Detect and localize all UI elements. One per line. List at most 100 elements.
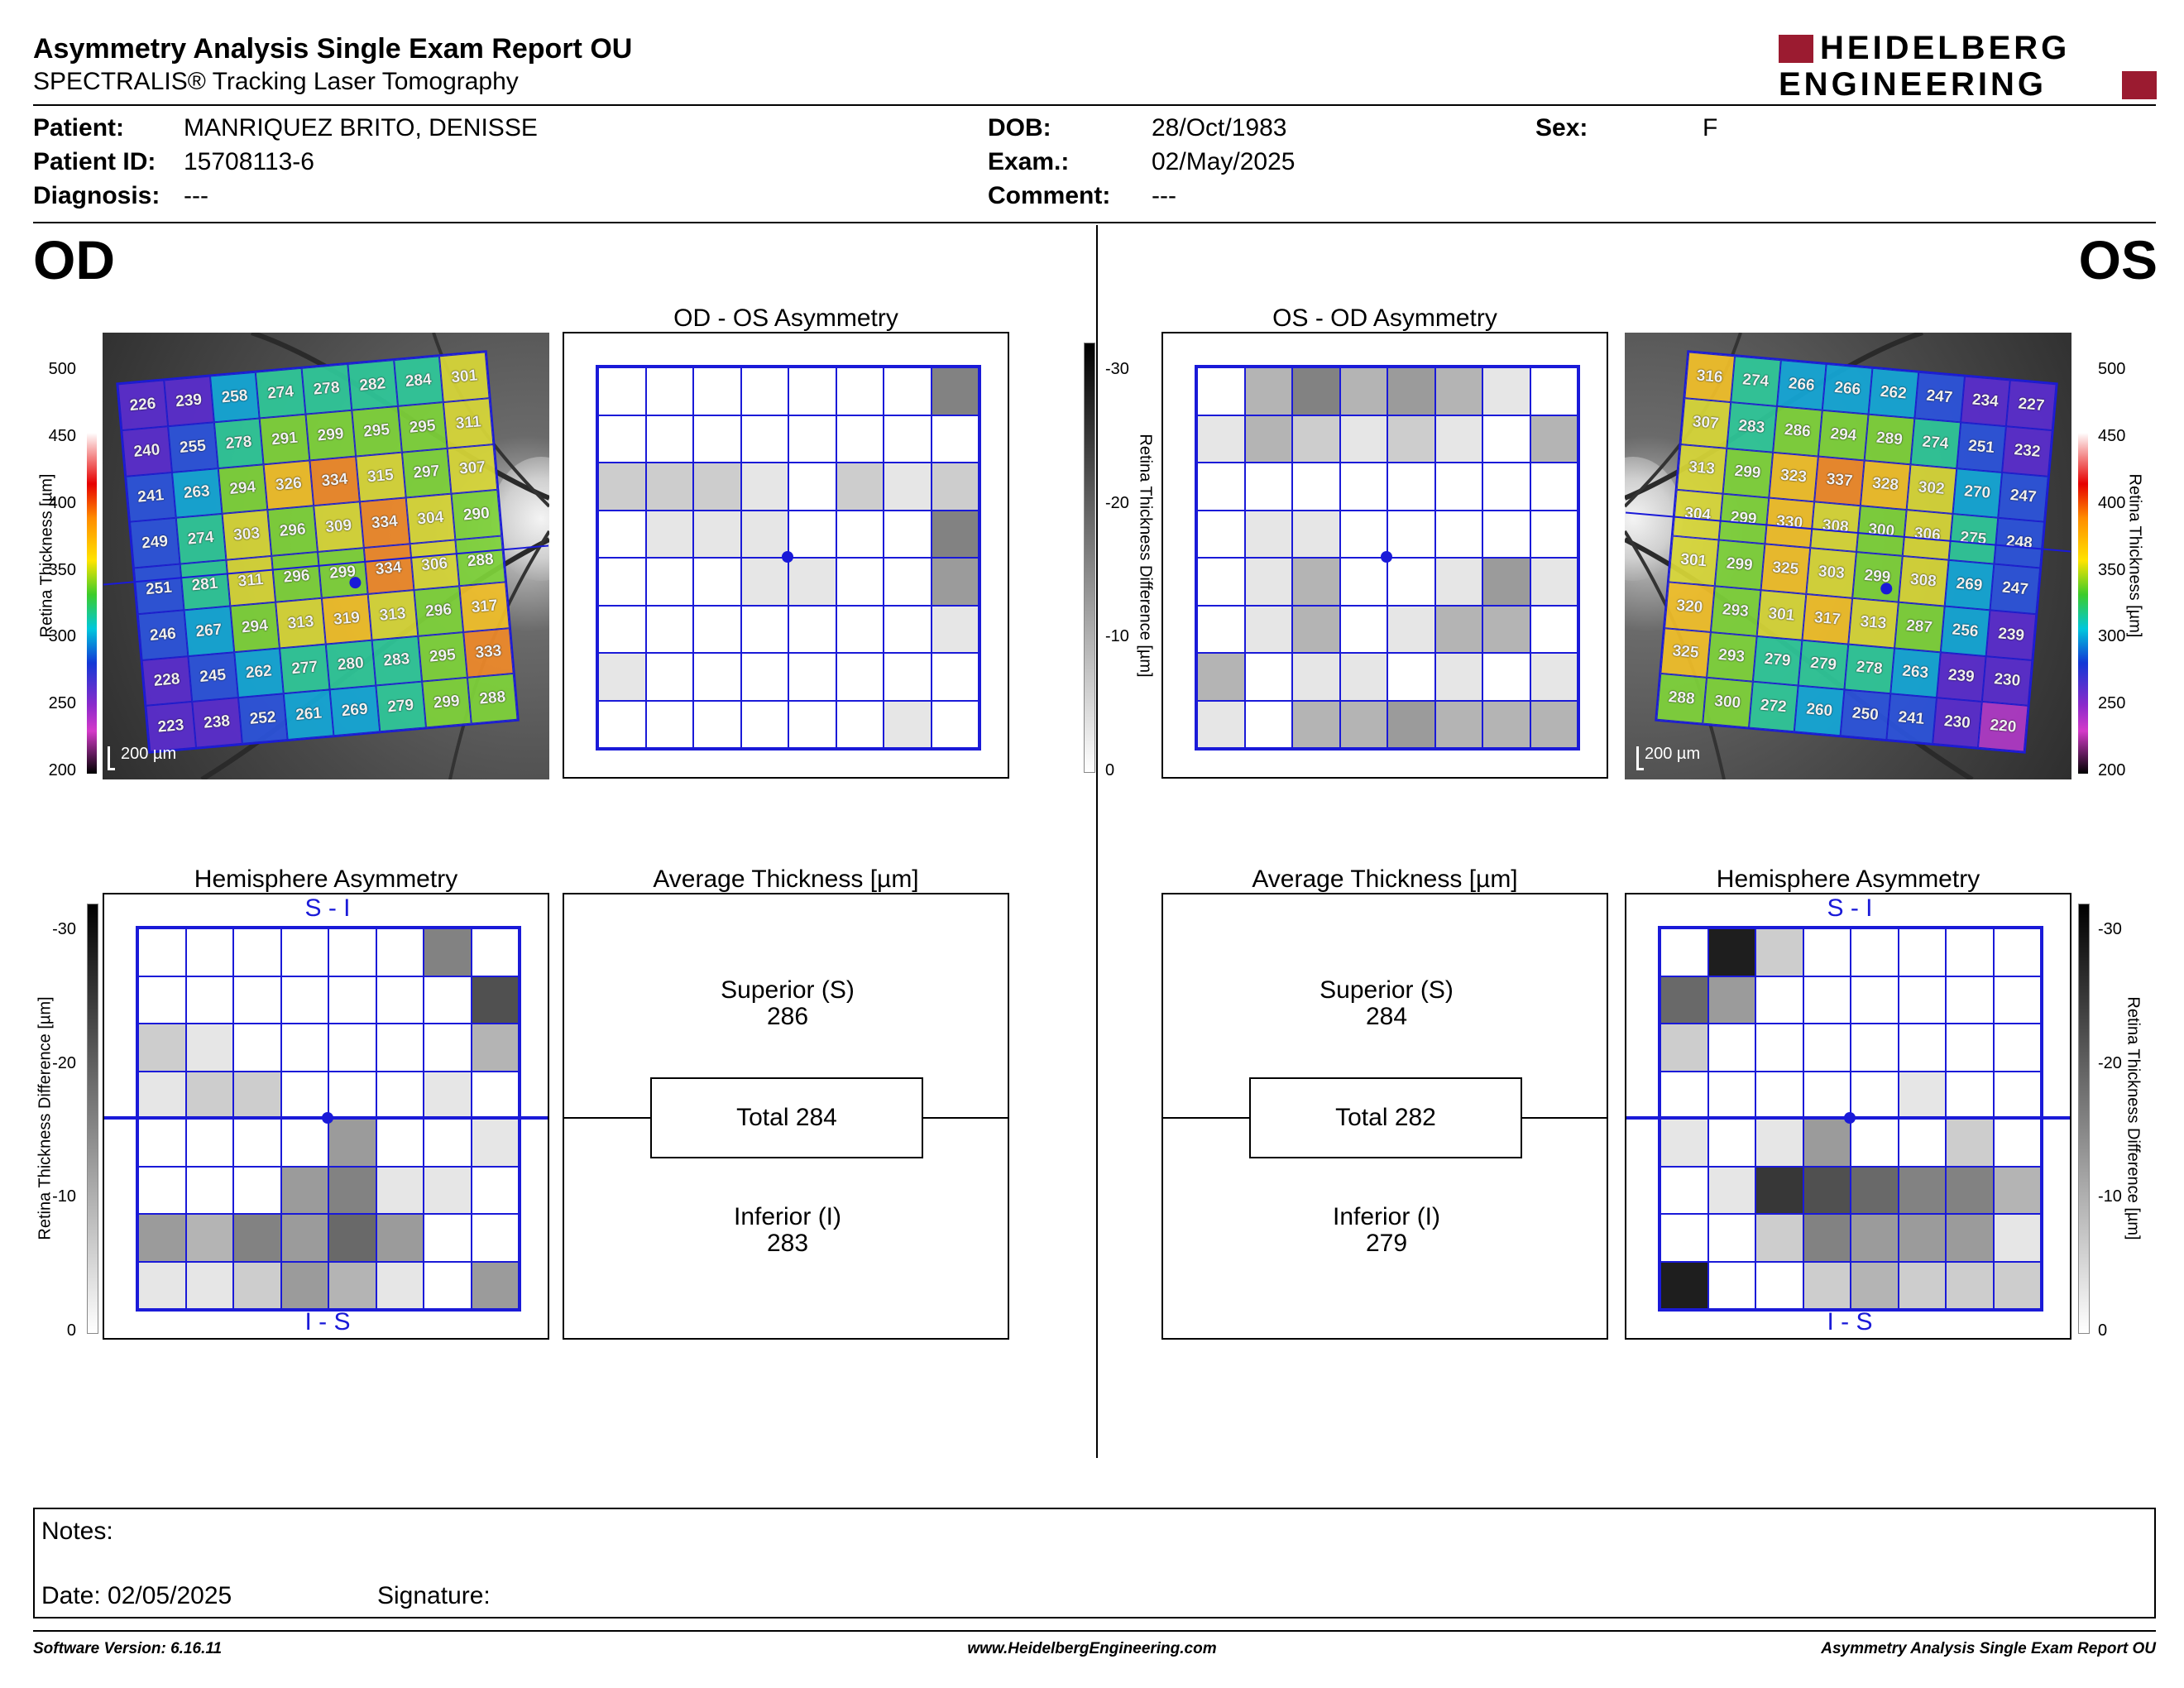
od-asymmetry-cell [931, 605, 979, 653]
os-thickness-cell: 247 [1998, 472, 2048, 522]
od-thickness-cell: 288 [467, 674, 518, 724]
od-asymmetry-cell [931, 367, 979, 415]
od-asymmetry-cell [645, 367, 693, 415]
od-hemisphere-cell [138, 1024, 186, 1072]
od-asymmetry-cell [693, 558, 741, 606]
os-scale-label: 200 µm [1645, 745, 1701, 763]
od-scale-label: 200 µm [121, 745, 177, 763]
header-rule [33, 104, 2156, 106]
od-superior-label: Superior (S) [721, 976, 855, 1004]
od-thickness-cell: 261 [284, 689, 334, 741]
os-thickness-cell: 316 [1684, 352, 1735, 402]
os-asymmetry-cell [1387, 558, 1435, 606]
od-thickness-cell: 284 [393, 356, 444, 406]
od-thickness-cell: 299 [305, 410, 356, 460]
os-asymmetry-cell [1244, 605, 1292, 653]
od-hemi-colorbar [87, 904, 98, 1334]
od-thickness-axis-label: Retina Thickness [µm] [37, 473, 56, 638]
od-thickness-cell: 294 [218, 463, 268, 515]
os-hemisphere-cell [1755, 1166, 1803, 1214]
od-diff-tick: -10 [52, 1187, 76, 1206]
os-total-box: Total 282 [1249, 1077, 1522, 1158]
os-asymmetry-cell [1292, 367, 1340, 415]
od-thickness-cell: 334 [363, 544, 414, 594]
os-hemisphere-cell [1898, 1119, 1946, 1167]
od-thickness-cell: 296 [271, 552, 322, 602]
od-asymmetry-cell [740, 463, 788, 511]
comment-label: Comment: [988, 182, 1111, 209]
os-thickness-cell: 230 [1932, 698, 1983, 748]
od-thickness-tick: 300 [48, 627, 76, 646]
os-asymmetry-cell [1244, 463, 1292, 511]
os-asymmetry-cell [1339, 510, 1387, 558]
os-thickness-cell: 286 [1772, 405, 1823, 457]
od-asymmetry-cell [645, 415, 693, 463]
os-hemisphere-cell [1946, 1024, 1994, 1072]
od-thickness-cell: 274 [175, 514, 226, 564]
od-hemisphere-cell [233, 928, 281, 976]
exam-label: Exam.: [988, 148, 1070, 175]
os-hemisphere-cell [1803, 1166, 1851, 1214]
od-hemisphere-cell [138, 1119, 186, 1167]
os-thickness-cell: 313 [1848, 597, 1899, 648]
exam-value: 02/May/2025 [1152, 148, 1296, 175]
od-thickness-cell: 240 [122, 425, 172, 477]
od-superior-value: 286 [766, 1003, 809, 1030]
footer-version: Software Version: 6.16.11 [33, 1640, 223, 1657]
od-asymmetry-cell [836, 653, 884, 701]
os-asymmetry-cell [1197, 510, 1245, 558]
od-average-panel: Superior (S) 286 Total 284 Inferior (I) … [563, 893, 1009, 1340]
os-asymmetry-cell [1482, 415, 1530, 463]
od-thickness-cell: 307 [447, 444, 498, 494]
od-scale-marker [108, 746, 115, 770]
os-asymmetry-cell [1482, 510, 1530, 558]
od-hemisphere-cell [233, 1166, 281, 1214]
od-asymmetry-cell [884, 605, 932, 653]
os-asymmetry-cell [1530, 558, 1578, 606]
os-thickness-cell: 299 [1714, 539, 1765, 590]
od-asymmetry-cell [693, 463, 741, 511]
od-asymmetry-cell [598, 605, 646, 653]
od-asymmetry-cell [931, 510, 979, 558]
os-asymmetry-cell [1339, 367, 1387, 415]
od-thickness-cell: 228 [141, 655, 192, 707]
od-asymmetry-cell [693, 700, 741, 748]
os-asymmetry-cell [1530, 510, 1578, 558]
os-thickness-cell: 313 [1676, 444, 1727, 494]
od-thickness-cell: 297 [401, 448, 452, 498]
os-asymmetry-cell [1244, 510, 1292, 558]
os-hemisphere-cell [1851, 1024, 1899, 1072]
od-thickness-tick: 250 [48, 694, 76, 713]
os-hemisphere-cell [1660, 976, 1708, 1024]
os-asymmetry-cell [1434, 367, 1482, 415]
od-asymmetry-cell [836, 510, 884, 558]
od-thickness-cell: 294 [229, 602, 280, 652]
od-hemisphere-cell [376, 1166, 424, 1214]
os-thickness-axis-label: Retina Thickness [µm] [2125, 473, 2144, 638]
os-thickness-cell: 260 [1794, 685, 1845, 736]
os-asymmetry-cell [1530, 415, 1578, 463]
os-asymmetry-cell [1482, 605, 1530, 653]
os-hemisphere-cell [1898, 1166, 1946, 1214]
od-asymmetry-cell [598, 367, 646, 415]
od-hemi-fovea-dot [322, 1112, 333, 1124]
os-thickness-cell: 289 [1864, 414, 1915, 464]
os-asymmetry-cell [1244, 558, 1292, 606]
os-average-panel: Superior (S) 284 Total 282 Inferior (I) … [1161, 893, 1608, 1340]
notes-box[interactable]: Notes: Date: 02/05/2025 Signature: [33, 1508, 2156, 1618]
od-hemisphere-cell [138, 1166, 186, 1214]
od-asymmetry-cell [598, 463, 646, 511]
os-thickness-cell: 256 [1940, 606, 1990, 656]
od-asymmetry-cell [788, 605, 836, 653]
diagnosis-value: --- [184, 182, 208, 209]
os-hemisphere-cell [1707, 1166, 1755, 1214]
os-asymmetry-cell [1434, 510, 1482, 558]
od-asymmetry-cell [598, 510, 646, 558]
od-thickness-cell: 238 [191, 698, 242, 748]
footer-website[interactable]: www.HeidelbergEngineering.com [967, 1640, 1217, 1657]
od-thickness-cell: 274 [256, 367, 306, 419]
os-thickness-cell: 299 [1722, 448, 1773, 498]
od-thickness-cell: 283 [371, 635, 422, 686]
os-hemisphere-cell [1946, 1214, 1994, 1262]
center-diff-tick: 0 [1105, 761, 1115, 779]
